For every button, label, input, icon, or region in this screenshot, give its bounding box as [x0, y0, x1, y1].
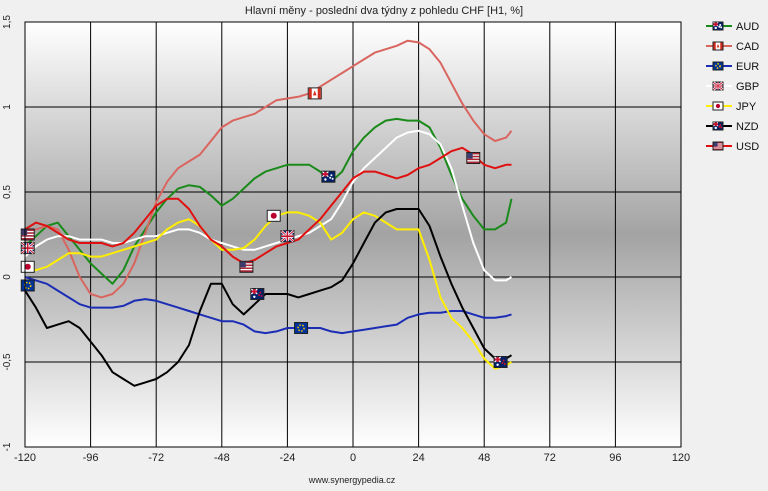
legend-item-cad: CAD: [706, 41, 759, 53]
legend-label: NZD: [736, 121, 759, 133]
x-tick-label: 24: [412, 452, 424, 464]
y-tick-label: -0,5: [2, 353, 13, 371]
flag-au-icon: [712, 21, 724, 31]
legend-item-jpy: JPY: [706, 101, 757, 113]
x-tick-label: 48: [478, 452, 490, 464]
legend-item-usd: USD: [706, 141, 759, 153]
series-line-usd: [24, 146, 512, 265]
flag-eu-icon: [294, 322, 309, 334]
series-line-gbp: [24, 129, 513, 282]
flag-jp-icon: [712, 101, 724, 111]
series-line-eur: [24, 276, 512, 335]
flag-nz-icon: [712, 121, 724, 131]
flag-ca-icon: [307, 87, 322, 100]
legend-label: CAD: [736, 41, 759, 53]
flag-us-icon: [712, 141, 724, 151]
y-axis-ticks: -1 -0,5 0 0,5 1 1,5: [2, 15, 13, 452]
legend-item-nzd: NZD: [706, 121, 759, 133]
series-line-aud: [24, 117, 513, 285]
x-axis-ticks: -120 -96 -72 -48 -24 0 24 48 72 96 120: [14, 452, 690, 464]
plot-border: [24, 21, 682, 448]
legend-label: GBP: [736, 81, 759, 93]
flag-jp-icon: [20, 260, 35, 273]
y-tick-label: 0: [2, 274, 13, 280]
flag-markers: [20, 87, 508, 368]
legend-item-gbp: GBP: [706, 81, 759, 93]
legend-label: AUD: [736, 21, 759, 33]
y-tick-label: 1: [2, 104, 13, 110]
x-tick-label: 0: [350, 452, 356, 464]
y-tick-label: 1,5: [2, 15, 13, 29]
legend-item-aud: AUD: [706, 21, 759, 33]
x-tick-label: -96: [83, 452, 99, 464]
legend-label: USD: [736, 141, 759, 153]
legend: AUD CAD EUR GBP JPY NZD USD: [706, 21, 759, 153]
flag-eu-icon: [20, 279, 35, 292]
flag-us-icon: [20, 228, 35, 241]
x-tick-label: 72: [544, 452, 556, 464]
flag-eu-icon: [712, 61, 724, 71]
flag-gb-icon: [712, 81, 724, 91]
series-line-nzd: [24, 208, 513, 387]
y-tick-label: -1: [2, 442, 13, 451]
legend-item-eur: EUR: [706, 61, 759, 73]
x-tick-label: -120: [14, 452, 36, 464]
chart-title: Hlavní měny - poslední dva týdny z pohle…: [245, 5, 523, 17]
legend-label: JPY: [736, 101, 757, 113]
flag-gb-icon: [280, 230, 295, 243]
flag-nz-icon: [493, 356, 508, 368]
flag-jp-icon: [266, 209, 281, 222]
x-tick-label: -24: [279, 452, 295, 464]
footer-credit: www.synergypedia.cz: [308, 475, 396, 485]
flag-us-icon: [466, 152, 481, 164]
flag-nz-icon: [250, 288, 265, 300]
x-tick-label: 96: [609, 452, 621, 464]
flag-us-icon: [239, 260, 254, 273]
flag-gb-icon: [20, 242, 35, 255]
x-tick-label: -72: [148, 452, 164, 464]
series-line-cad: [24, 39, 513, 299]
x-tick-label: -48: [214, 452, 230, 464]
flag-au-icon: [321, 170, 336, 183]
y-tick-label: 0,5: [2, 185, 13, 199]
legend-label: EUR: [736, 61, 759, 73]
x-tick-label: 120: [672, 452, 690, 464]
flag-ca-icon: [712, 41, 724, 51]
